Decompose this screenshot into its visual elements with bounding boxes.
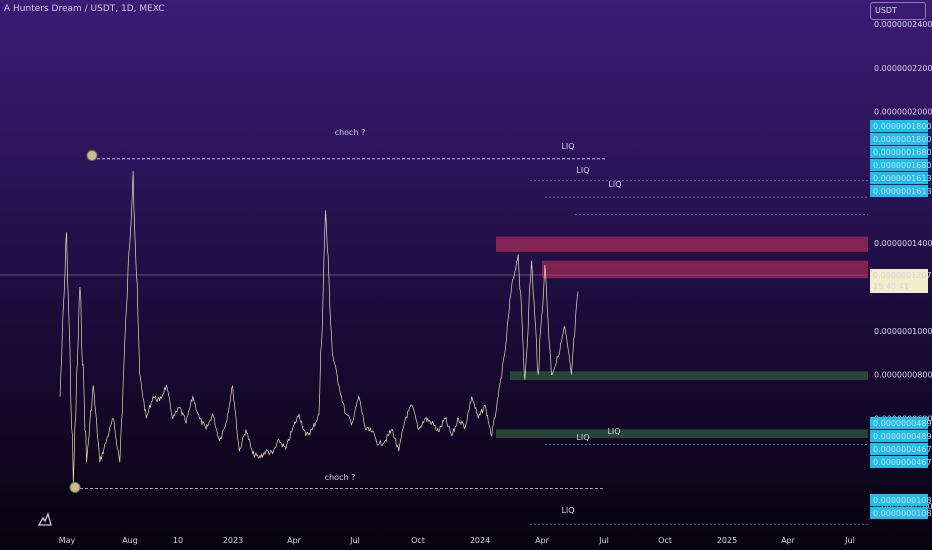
liq-label: LIQ [561,142,574,151]
x-tick-label: Jul [598,536,609,545]
current-price-tag-box [870,269,928,293]
x-tick-label: Apr [287,536,302,545]
price-tag-label: 0.000000010800 [873,496,932,505]
x-tick-label: Oct [411,536,425,545]
price-tag-box [870,430,928,442]
supply-zone [542,260,868,279]
price-tag-label: 0.000000046700 [873,458,932,467]
y-tick-label: 0.000000220000 [874,64,932,73]
y-tick-label: 0.000000240000 [874,20,932,29]
current-price-label: 0.000000120700 [873,271,932,280]
price-tag-box [870,417,928,429]
price-series-line [59,170,579,485]
x-tick-label: Jul [349,536,360,545]
x-tick-label: Jul [844,536,855,545]
price-tag-label: 0.000000180000 [873,135,932,144]
liq-label: LIQ [576,166,589,175]
y-tick-label: 0.000000080000 [874,371,932,380]
price-tag-label: 0.000000180000 [873,122,932,131]
x-tick-label: Apr [535,536,550,545]
x-tick-label: Oct [658,536,672,545]
x-tick-label: 10 [173,536,183,545]
price-tag-box [870,507,928,519]
price-tag-label: 0.000000046700 [873,445,932,454]
supply-zone [496,236,868,252]
x-tick-label: May [59,536,76,545]
y-tick-label: 0.000000100000 [874,327,932,336]
x-tick-label: Apr [781,536,796,545]
price-tag-box [870,443,928,455]
price-tag-box [870,159,928,171]
currency-button[interactable]: USDT [870,2,926,20]
swing-marker [86,150,98,162]
price-tag-label: 0.000000010800 [873,509,932,518]
price-tag-box [870,146,928,158]
choch-bottom-label: choch ? [325,473,356,482]
x-tick-label: 2023 [223,536,243,545]
x-tick-label: 2025 [717,536,737,545]
demand-zone [496,429,868,439]
demand-zone [510,371,868,381]
price-tag-label: 0.000000048900 [873,419,932,428]
choch-top-label: choch ? [335,128,366,137]
price-tag-label: 0.000000168000 [873,161,932,170]
swing-marker [69,481,81,493]
price-tag-box [870,120,928,132]
y-tick-label: 0.000000140000 [874,239,932,248]
liq-label: LIQ [608,180,621,189]
countdown-label: 15:40:41 [873,282,909,291]
price-tag-label: 0.000000161300 [873,174,932,183]
x-tick-label: 2024 [470,536,490,545]
liq-label: LIQ [607,427,620,436]
price-tag-label: 0.000000048900 [873,432,932,441]
price-tag-box [870,456,928,468]
price-tag-label: 0.000000168000 [873,148,932,157]
liq-label: LIQ [561,506,574,515]
price-tag-label: 0.000000161300 [873,187,932,196]
y-tick-label: 0.000000020000 [874,502,932,511]
price-tag-box [870,185,928,197]
y-tick-label: 0.000000200000 [874,108,932,117]
liq-label: LIQ [576,433,589,442]
price-tag-box [870,172,928,184]
x-tick-label: Aug [122,536,138,545]
chart-title: A Hunters Dream / USDT, 1D, MEXC [4,4,165,14]
price-tag-box [870,133,928,145]
price-tag-box [870,494,928,506]
tradingview-logo [37,512,52,526]
